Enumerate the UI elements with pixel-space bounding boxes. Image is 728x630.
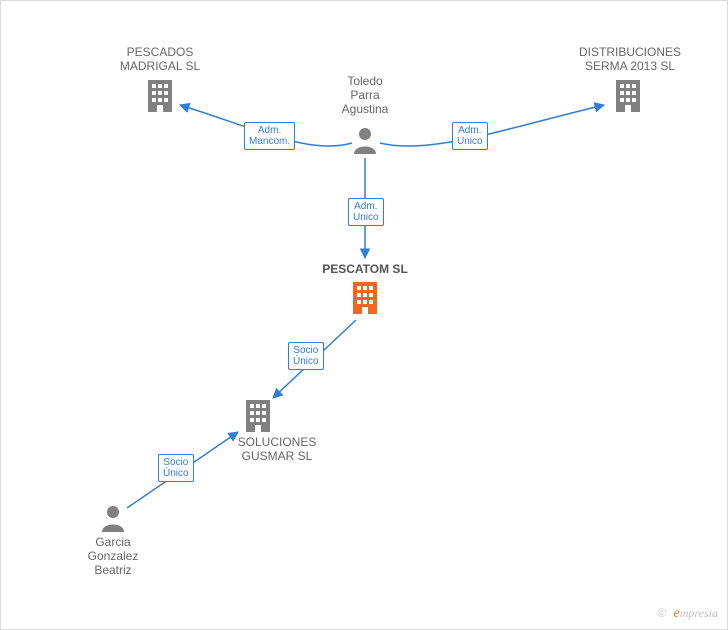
building-icon-distribuciones[interactable] bbox=[612, 78, 644, 114]
edge-label-toledo-distribuciones: Adm. Unico bbox=[452, 122, 488, 150]
building-icon-pescatom[interactable] bbox=[349, 280, 381, 316]
node-label-pescatom[interactable]: PESCATOM SL bbox=[300, 262, 430, 276]
edge-label-garcia-soluciones: Socio Único bbox=[158, 454, 194, 482]
node-label-distribuciones[interactable]: DISTRIBUCIONES SERMA 2013 SL bbox=[560, 45, 700, 73]
building-icon-pescados[interactable] bbox=[144, 78, 176, 114]
footer-credit: © empresia bbox=[657, 606, 718, 622]
building-icon-soluciones[interactable] bbox=[242, 398, 274, 434]
node-label-garcia[interactable]: Garcia Gonzalez Beatriz bbox=[68, 535, 158, 577]
copyright-symbol: © bbox=[657, 606, 666, 620]
brand-rest: mpresia bbox=[680, 606, 718, 620]
node-label-soluciones[interactable]: SOLUCIONES GUSMAR SL bbox=[222, 435, 332, 463]
node-label-toledo[interactable]: Toledo Parra Agustina bbox=[320, 74, 410, 116]
edge-label-toledo-pescatom: Adm. Unico bbox=[348, 198, 384, 226]
edge-label-pescatom-soluciones: Socio Único bbox=[288, 342, 324, 370]
node-label-pescados[interactable]: PESCADOS MADRIGAL SL bbox=[100, 45, 220, 73]
person-icon-toledo[interactable] bbox=[352, 126, 378, 154]
person-icon-garcia[interactable] bbox=[100, 504, 126, 532]
edge-label-toledo-pescados: Adm. Mancom. bbox=[244, 122, 295, 150]
